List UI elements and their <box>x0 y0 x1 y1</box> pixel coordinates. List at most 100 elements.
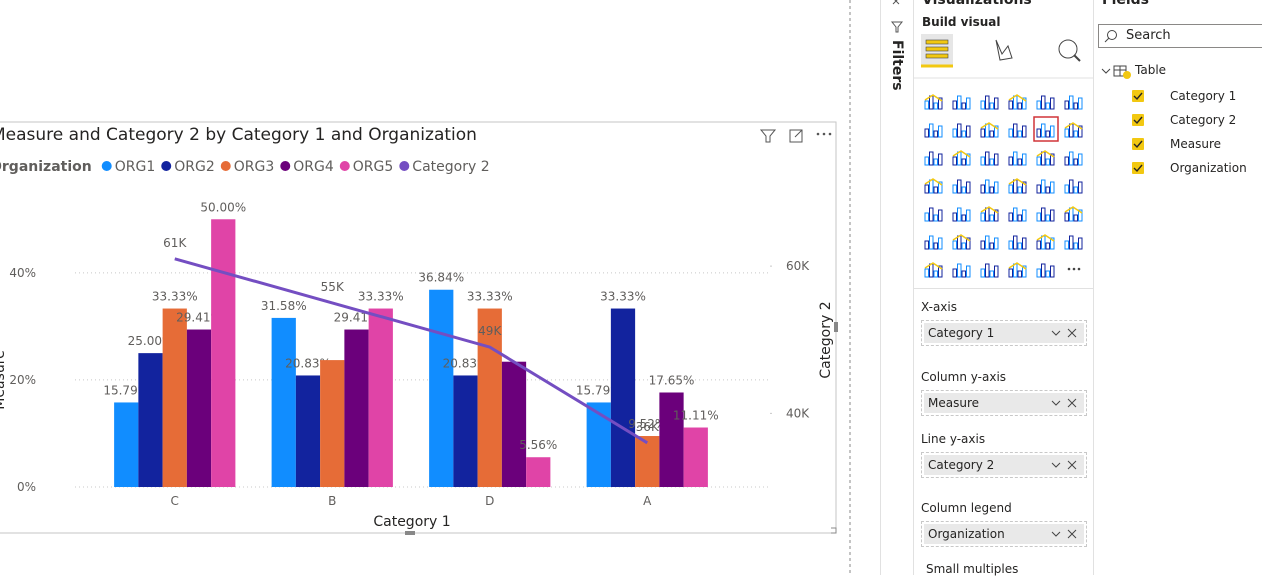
focus-icon[interactable] <box>789 129 803 143</box>
visual-icon[interactable] <box>1064 95 1083 110</box>
analytics-icon[interactable] <box>1058 39 1078 59</box>
visual-icon[interactable] <box>924 262 943 278</box>
more-icon[interactable] <box>816 132 832 136</box>
visual-icon[interactable] <box>924 235 943 250</box>
search-box[interactable]: Search <box>1098 24 1262 48</box>
icon-part <box>1069 123 1074 138</box>
field-checkbox[interactable] <box>1131 113 1145 127</box>
resize-handle[interactable] <box>831 527 837 534</box>
visual-icon[interactable] <box>1064 235 1083 250</box>
visual-icon[interactable] <box>1008 235 1027 250</box>
icon-part <box>1022 181 1027 194</box>
visual-icon[interactable] <box>980 95 999 110</box>
visual-icon[interactable] <box>980 206 999 222</box>
filter-icon[interactable] <box>759 129 777 143</box>
visual-icon[interactable] <box>924 207 943 222</box>
visual-icon[interactable] <box>924 123 943 138</box>
visual-icon[interactable] <box>1064 151 1083 166</box>
data-label: 33.33% <box>152 290 198 304</box>
visual-icon[interactable] <box>1008 94 1027 110</box>
visual-icon[interactable] <box>952 263 971 278</box>
visual-icon[interactable] <box>924 94 943 110</box>
icon-part <box>1050 237 1055 250</box>
icon-part <box>1017 214 1022 222</box>
visual-icon[interactable] <box>952 234 971 250</box>
icon-part <box>994 181 999 194</box>
visual-icon[interactable] <box>1008 151 1027 166</box>
visual-icon[interactable] <box>1036 207 1055 222</box>
field-name: Category 1 <box>928 326 995 340</box>
icon-part <box>966 153 971 166</box>
field-name: Measure <box>928 396 979 410</box>
icon-part <box>1008 240 1013 250</box>
visual-icon[interactable] <box>1008 207 1027 222</box>
icon-part <box>966 97 971 110</box>
visual-icon[interactable] <box>1036 234 1055 250</box>
icon-part <box>1041 95 1046 110</box>
visual-icon[interactable] <box>952 123 971 138</box>
visual-icon[interactable] <box>980 263 999 278</box>
field-well: Column legend Organization <box>921 501 1087 547</box>
collapse-icon[interactable] <box>891 0 903 8</box>
filter-icon <box>890 21 904 33</box>
remove <box>1067 328 1077 338</box>
visual-icon[interactable] <box>952 95 971 110</box>
visual-icon[interactable] <box>1036 150 1055 166</box>
visual-icon[interactable] <box>1064 122 1083 138</box>
visual-icon[interactable] <box>952 179 971 194</box>
visual-icon[interactable] <box>1008 178 1027 194</box>
legend-swatch <box>101 161 112 171</box>
visual-icon[interactable] <box>924 178 943 194</box>
mode-tabs[interactable] <box>914 32 1094 122</box>
table-icon[interactable] <box>1100 64 1140 80</box>
icon-part <box>1050 125 1055 138</box>
icon-part <box>938 237 943 250</box>
format-icon[interactable] <box>995 39 1013 61</box>
visual-icon[interactable] <box>924 151 943 166</box>
visual-icon[interactable] <box>980 179 999 194</box>
remove <box>1067 460 1077 470</box>
field-checkbox[interactable] <box>1131 161 1145 175</box>
visual-icon[interactable] <box>980 122 999 138</box>
visual-icon[interactable] <box>1064 179 1083 194</box>
well-field[interactable]: Category 2 <box>924 455 1084 475</box>
visual-icon[interactable] <box>980 235 999 250</box>
x-tick-label: C <box>171 494 179 508</box>
visual-icon[interactable] <box>952 207 971 222</box>
well-label: Line y-axis <box>921 432 986 446</box>
icon-part <box>980 212 985 222</box>
visual-icon[interactable] <box>1008 262 1027 278</box>
icon-part <box>1022 237 1027 250</box>
visual-icon[interactable] <box>1036 179 1055 194</box>
bar <box>610 308 636 487</box>
resize-handle[interactable] <box>834 322 838 332</box>
icon-part <box>1073 214 1078 222</box>
field-controls <box>1051 328 1077 338</box>
icon-part <box>924 178 943 186</box>
visual-icon[interactable] <box>980 151 999 166</box>
icon-part <box>1041 179 1046 194</box>
well-field[interactable]: Measure <box>924 393 1084 413</box>
visual-icon[interactable] <box>1036 263 1055 278</box>
resize-handle[interactable] <box>405 531 415 535</box>
field-controls <box>1051 460 1077 470</box>
data-label: 17.65% <box>649 373 695 387</box>
legend-label: ORG5 <box>353 159 394 175</box>
well-field[interactable]: Organization <box>924 524 1084 544</box>
more-visuals <box>1072 267 1076 271</box>
visual-icon[interactable] <box>1008 123 1027 138</box>
icon-part <box>980 128 985 138</box>
icon-part <box>1013 207 1018 222</box>
icon-part <box>1078 209 1083 222</box>
icon-part <box>1073 158 1078 166</box>
visual-icon[interactable] <box>952 150 971 166</box>
table-name[interactable]: Table <box>1135 63 1167 77</box>
field-checkbox[interactable] <box>1131 89 1145 103</box>
visual-icon[interactable] <box>1033 116 1059 142</box>
well-field[interactable]: Category 1 <box>924 323 1084 343</box>
visual-icon[interactable] <box>1036 95 1055 110</box>
visual-icon[interactable] <box>1064 206 1083 222</box>
field-checkbox[interactable] <box>1131 137 1145 151</box>
filters-pane[interactable]: Filters <box>880 0 913 575</box>
